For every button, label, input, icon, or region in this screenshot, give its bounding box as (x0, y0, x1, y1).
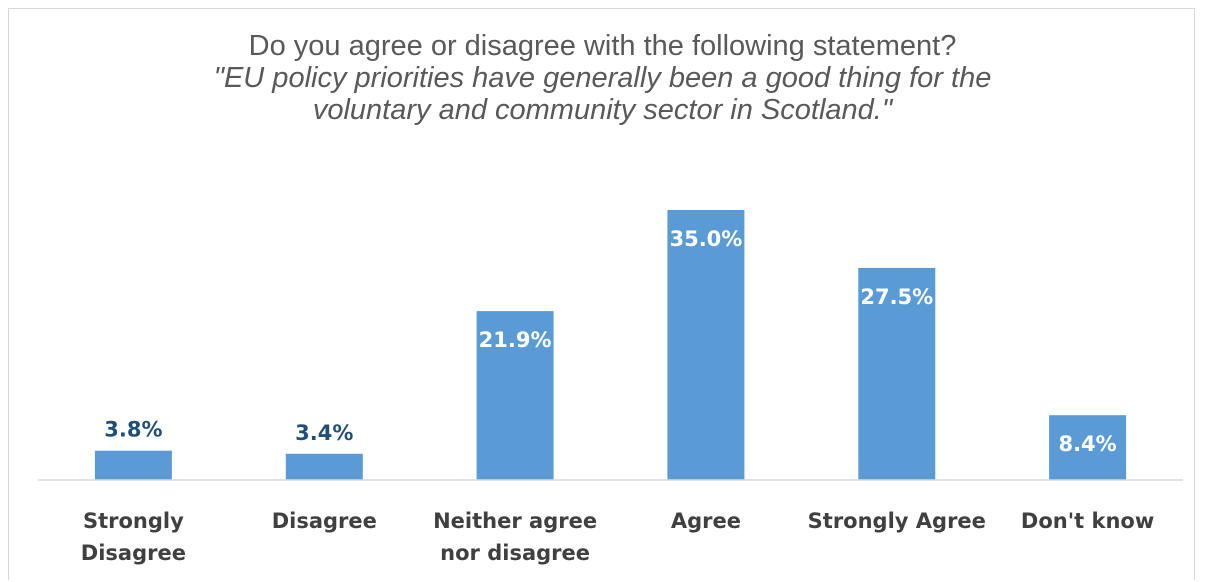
category-label-0-1: Disagree (81, 541, 186, 565)
category-label-2-1: nor disagree (440, 541, 590, 565)
category-label-4-0: Strongly Agree (808, 509, 986, 533)
category-label-1-0: Disagree (272, 509, 377, 533)
value-label-5: 8.4% (1058, 432, 1116, 456)
bar-1 (285, 453, 363, 480)
chart-title-block: Do you agree or disagree with the follow… (0, 30, 1205, 126)
chart-title: Do you agree or disagree with the follow… (248, 30, 957, 62)
value-label-4: 27.5% (860, 285, 933, 309)
value-label-3: 35.0% (669, 227, 742, 251)
bar-0 (94, 450, 172, 480)
bar-3 (667, 210, 745, 480)
bar-5 (1049, 415, 1127, 480)
category-label-5-0: Don't know (1021, 509, 1154, 533)
chart-subtitle: "EU policy priorities have generally bee… (213, 62, 992, 126)
value-label-2: 21.9% (479, 328, 552, 352)
category-label-3-0: Agree (671, 509, 741, 533)
value-label-0: 3.8% (104, 418, 162, 442)
value-label-1: 3.4% (295, 421, 353, 445)
bar-4 (858, 267, 936, 480)
chart-frame (8, 8, 1195, 580)
category-label-0-0: Strongly (83, 509, 184, 533)
category-label-2-0: Neither agree (433, 509, 597, 533)
bar-2 (476, 311, 554, 480)
